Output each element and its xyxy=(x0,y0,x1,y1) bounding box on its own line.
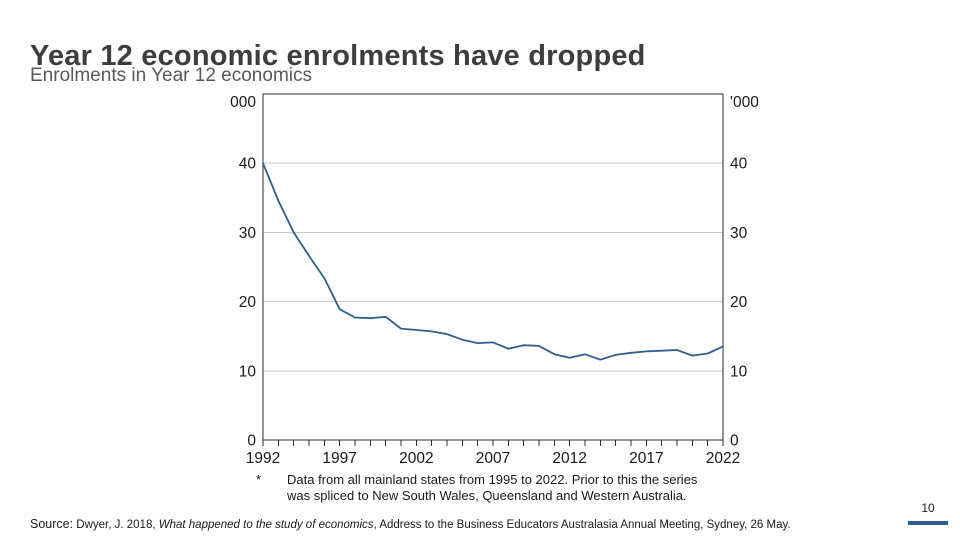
svg-text:1997: 1997 xyxy=(322,450,356,467)
svg-text:20: 20 xyxy=(239,294,257,311)
x-axis-labels: 1992 1997 2002 2007 2012 2017 2022 xyxy=(246,450,740,467)
svg-text:0: 0 xyxy=(730,433,739,450)
footnote-text: Data from all mainland states from 1995 … xyxy=(287,472,752,504)
svg-text:1992: 1992 xyxy=(246,450,280,467)
y-axis-labels-right: '000 0 10 20 30 40 xyxy=(730,94,759,450)
slide-subtitle: Enrolments in Year 12 economics xyxy=(30,65,312,86)
svg-text:10: 10 xyxy=(239,363,257,380)
svg-text:40: 40 xyxy=(239,156,257,173)
y-axis-labels-left: '000 0 10 20 30 40 xyxy=(227,94,257,450)
x-axis-ticks xyxy=(262,440,724,446)
source-citation: Source: Dwyer, J. 2018, What happened to… xyxy=(30,517,860,531)
source-title-italic: What happened to the study of economics xyxy=(158,519,374,531)
footnote-line1: Data from all mainland states from 1995 … xyxy=(287,472,698,487)
svg-text:2012: 2012 xyxy=(552,450,586,467)
svg-text:2022: 2022 xyxy=(706,450,740,467)
footnote-asterisk: * xyxy=(256,472,262,487)
svg-text:30: 30 xyxy=(730,225,748,242)
svg-text:2007: 2007 xyxy=(476,450,510,467)
page-number: 10 xyxy=(921,501,935,515)
svg-text:30: 30 xyxy=(239,225,257,242)
page-number-accent-bar xyxy=(908,521,948,525)
svg-text:2002: 2002 xyxy=(399,450,433,467)
svg-text:2017: 2017 xyxy=(629,450,663,467)
slide-title: Year 12 economic enrolments have dropped xyxy=(30,40,646,73)
line-chart: 1992 1997 2002 2007 2012 2017 2022 '000 0 10 20 30… xyxy=(227,90,760,470)
svg-text:40: 40 xyxy=(730,156,748,173)
chart-canvas: 1992 1997 2002 2007 2012 2017 2022 '000 0 10 20 30… xyxy=(227,93,759,467)
chart-frame xyxy=(262,93,724,441)
source-post: , Address to the Business Educators Aust… xyxy=(373,519,791,531)
svg-text:10: 10 xyxy=(730,363,748,380)
svg-text:'000: '000 xyxy=(230,94,256,111)
footnote-line2: was spliced to New South Wales, Queensla… xyxy=(287,488,687,503)
svg-text:0: 0 xyxy=(247,433,256,450)
svg-text:'000: '000 xyxy=(730,94,759,111)
chart-gridlines xyxy=(263,162,723,372)
source-pre: Dwyer, J. 2018, xyxy=(73,519,159,531)
source-label: Source: xyxy=(30,517,74,531)
enrolments-line-series xyxy=(262,162,724,361)
svg-text:20: 20 xyxy=(730,294,748,311)
